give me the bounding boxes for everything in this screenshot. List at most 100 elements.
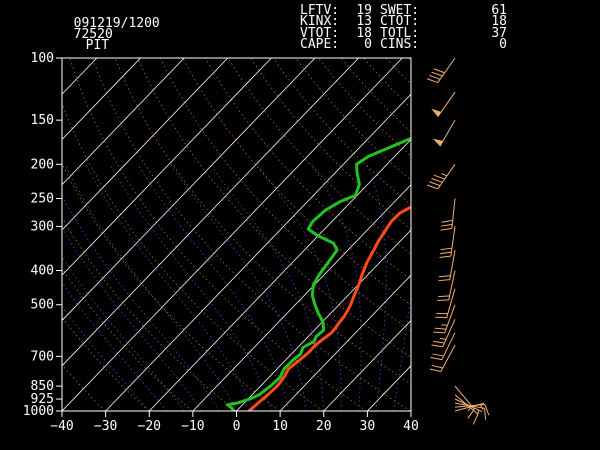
moist-adiabat xyxy=(62,195,220,411)
wind-barb xyxy=(454,385,475,419)
sounding-profiles xyxy=(225,136,411,411)
isotherm xyxy=(192,184,411,411)
index-value: 37 xyxy=(491,26,507,41)
wind-barbs xyxy=(426,57,490,425)
dry-adiabat xyxy=(62,316,149,411)
temperature-tick-label: 30 xyxy=(360,419,376,434)
moist-adiabat xyxy=(62,255,185,411)
temperature-tick-label: 40 xyxy=(403,419,419,434)
moist-adiabat xyxy=(311,164,362,411)
dry-adiabat xyxy=(205,58,411,280)
wind-barb xyxy=(440,198,456,231)
pressure-tick-label: 1000 xyxy=(23,404,54,419)
pressure-tick-label: 400 xyxy=(31,264,54,279)
dry-adiabat xyxy=(92,58,411,411)
pressure-tick-label: 850 xyxy=(31,379,54,394)
moist-adiabat xyxy=(366,164,387,411)
pressure-tick-label: 200 xyxy=(31,157,54,172)
pressure-tick-label: 925 xyxy=(31,392,54,407)
moist-adiabat xyxy=(85,164,255,411)
pressure-tick-label: 300 xyxy=(31,219,54,234)
wind-barb xyxy=(426,57,456,84)
sounding-datetime: 091219/1200 xyxy=(73,16,160,31)
dry-adiabat xyxy=(340,58,411,133)
dry-adiabat xyxy=(69,58,367,411)
isotherm xyxy=(62,58,141,141)
moist-adiabat xyxy=(64,164,237,411)
wind-barb xyxy=(433,304,456,334)
temperature-tick-label: 20 xyxy=(316,419,332,434)
moist-adiabat xyxy=(393,290,411,411)
isotherm xyxy=(105,93,411,411)
temperature-tick-label: 0 xyxy=(233,419,241,434)
dry-adiabat xyxy=(62,162,280,411)
temperature-tick-label: −40 xyxy=(50,419,73,434)
dewpoint-profile xyxy=(225,136,411,411)
index-name: CTOT: xyxy=(380,14,420,29)
temperature-tick-label: −10 xyxy=(181,419,204,434)
isotherm xyxy=(62,58,316,322)
moist-adiabat xyxy=(209,164,325,411)
index-name: TOTL: xyxy=(380,26,420,41)
index-value: 61 xyxy=(491,3,507,18)
index-value: 19 xyxy=(356,3,372,18)
wind-barb xyxy=(435,288,456,318)
thermodynamic-background xyxy=(0,58,600,411)
isotherm xyxy=(62,58,185,186)
isotherm xyxy=(148,138,411,411)
dry-adiabat xyxy=(385,58,411,85)
wind-barb xyxy=(431,91,456,118)
pressure-tick-label: 100 xyxy=(31,51,54,66)
isotherm xyxy=(367,365,411,411)
isotherm xyxy=(62,58,359,367)
wind-barb xyxy=(432,119,456,147)
index-name: CINS: xyxy=(380,37,420,52)
isotherm xyxy=(410,410,411,411)
dry-adiabat xyxy=(363,58,411,109)
wind-barb xyxy=(426,164,456,190)
index-name: SWET: xyxy=(380,3,420,18)
temperature-profile xyxy=(247,205,411,411)
dry-adiabat xyxy=(62,267,193,411)
station-id: 72520 xyxy=(73,27,113,42)
wind-barb xyxy=(438,250,456,282)
isotherm xyxy=(62,58,229,231)
moist-adiabat xyxy=(170,164,307,411)
isotherm xyxy=(323,319,411,411)
isotherm xyxy=(279,274,411,411)
pressure-tick-label: 700 xyxy=(31,349,54,364)
wind-barb xyxy=(454,394,479,425)
index-value: 0 xyxy=(364,37,372,52)
pressure-tick-label: 150 xyxy=(31,113,54,128)
wind-barb xyxy=(431,319,456,348)
wind-barb xyxy=(437,270,456,301)
pressure-tick-label: 500 xyxy=(31,298,54,313)
temperature-tick-label: −30 xyxy=(94,419,117,434)
index-name: KINX: xyxy=(300,14,340,29)
dry-adiabat xyxy=(318,58,411,157)
moist-adiabat xyxy=(62,305,150,411)
index-value: 18 xyxy=(491,14,507,29)
moist-adiabat xyxy=(62,227,202,411)
dry-adiabat xyxy=(114,58,411,385)
index-name: CAPE: xyxy=(300,37,340,52)
moist-adiabat xyxy=(109,164,272,411)
index-value: 13 xyxy=(356,14,372,29)
station-name: PIT xyxy=(85,38,110,53)
pressure-tick-label: 250 xyxy=(31,191,54,206)
temperature-tick-label: 10 xyxy=(272,419,288,434)
temperature-tick-label: −20 xyxy=(138,419,161,434)
moist-adiabat xyxy=(256,164,342,411)
isotherm xyxy=(236,229,411,411)
isotherm xyxy=(62,58,403,411)
dry-adiabat xyxy=(227,58,411,255)
wind-barb xyxy=(439,226,456,259)
wind-barb xyxy=(429,344,456,372)
isotherm xyxy=(62,58,272,276)
dry-adiabat xyxy=(431,58,600,411)
plot-frame xyxy=(61,57,412,412)
dry-adiabat xyxy=(159,58,411,332)
isotherm xyxy=(0,58,10,411)
